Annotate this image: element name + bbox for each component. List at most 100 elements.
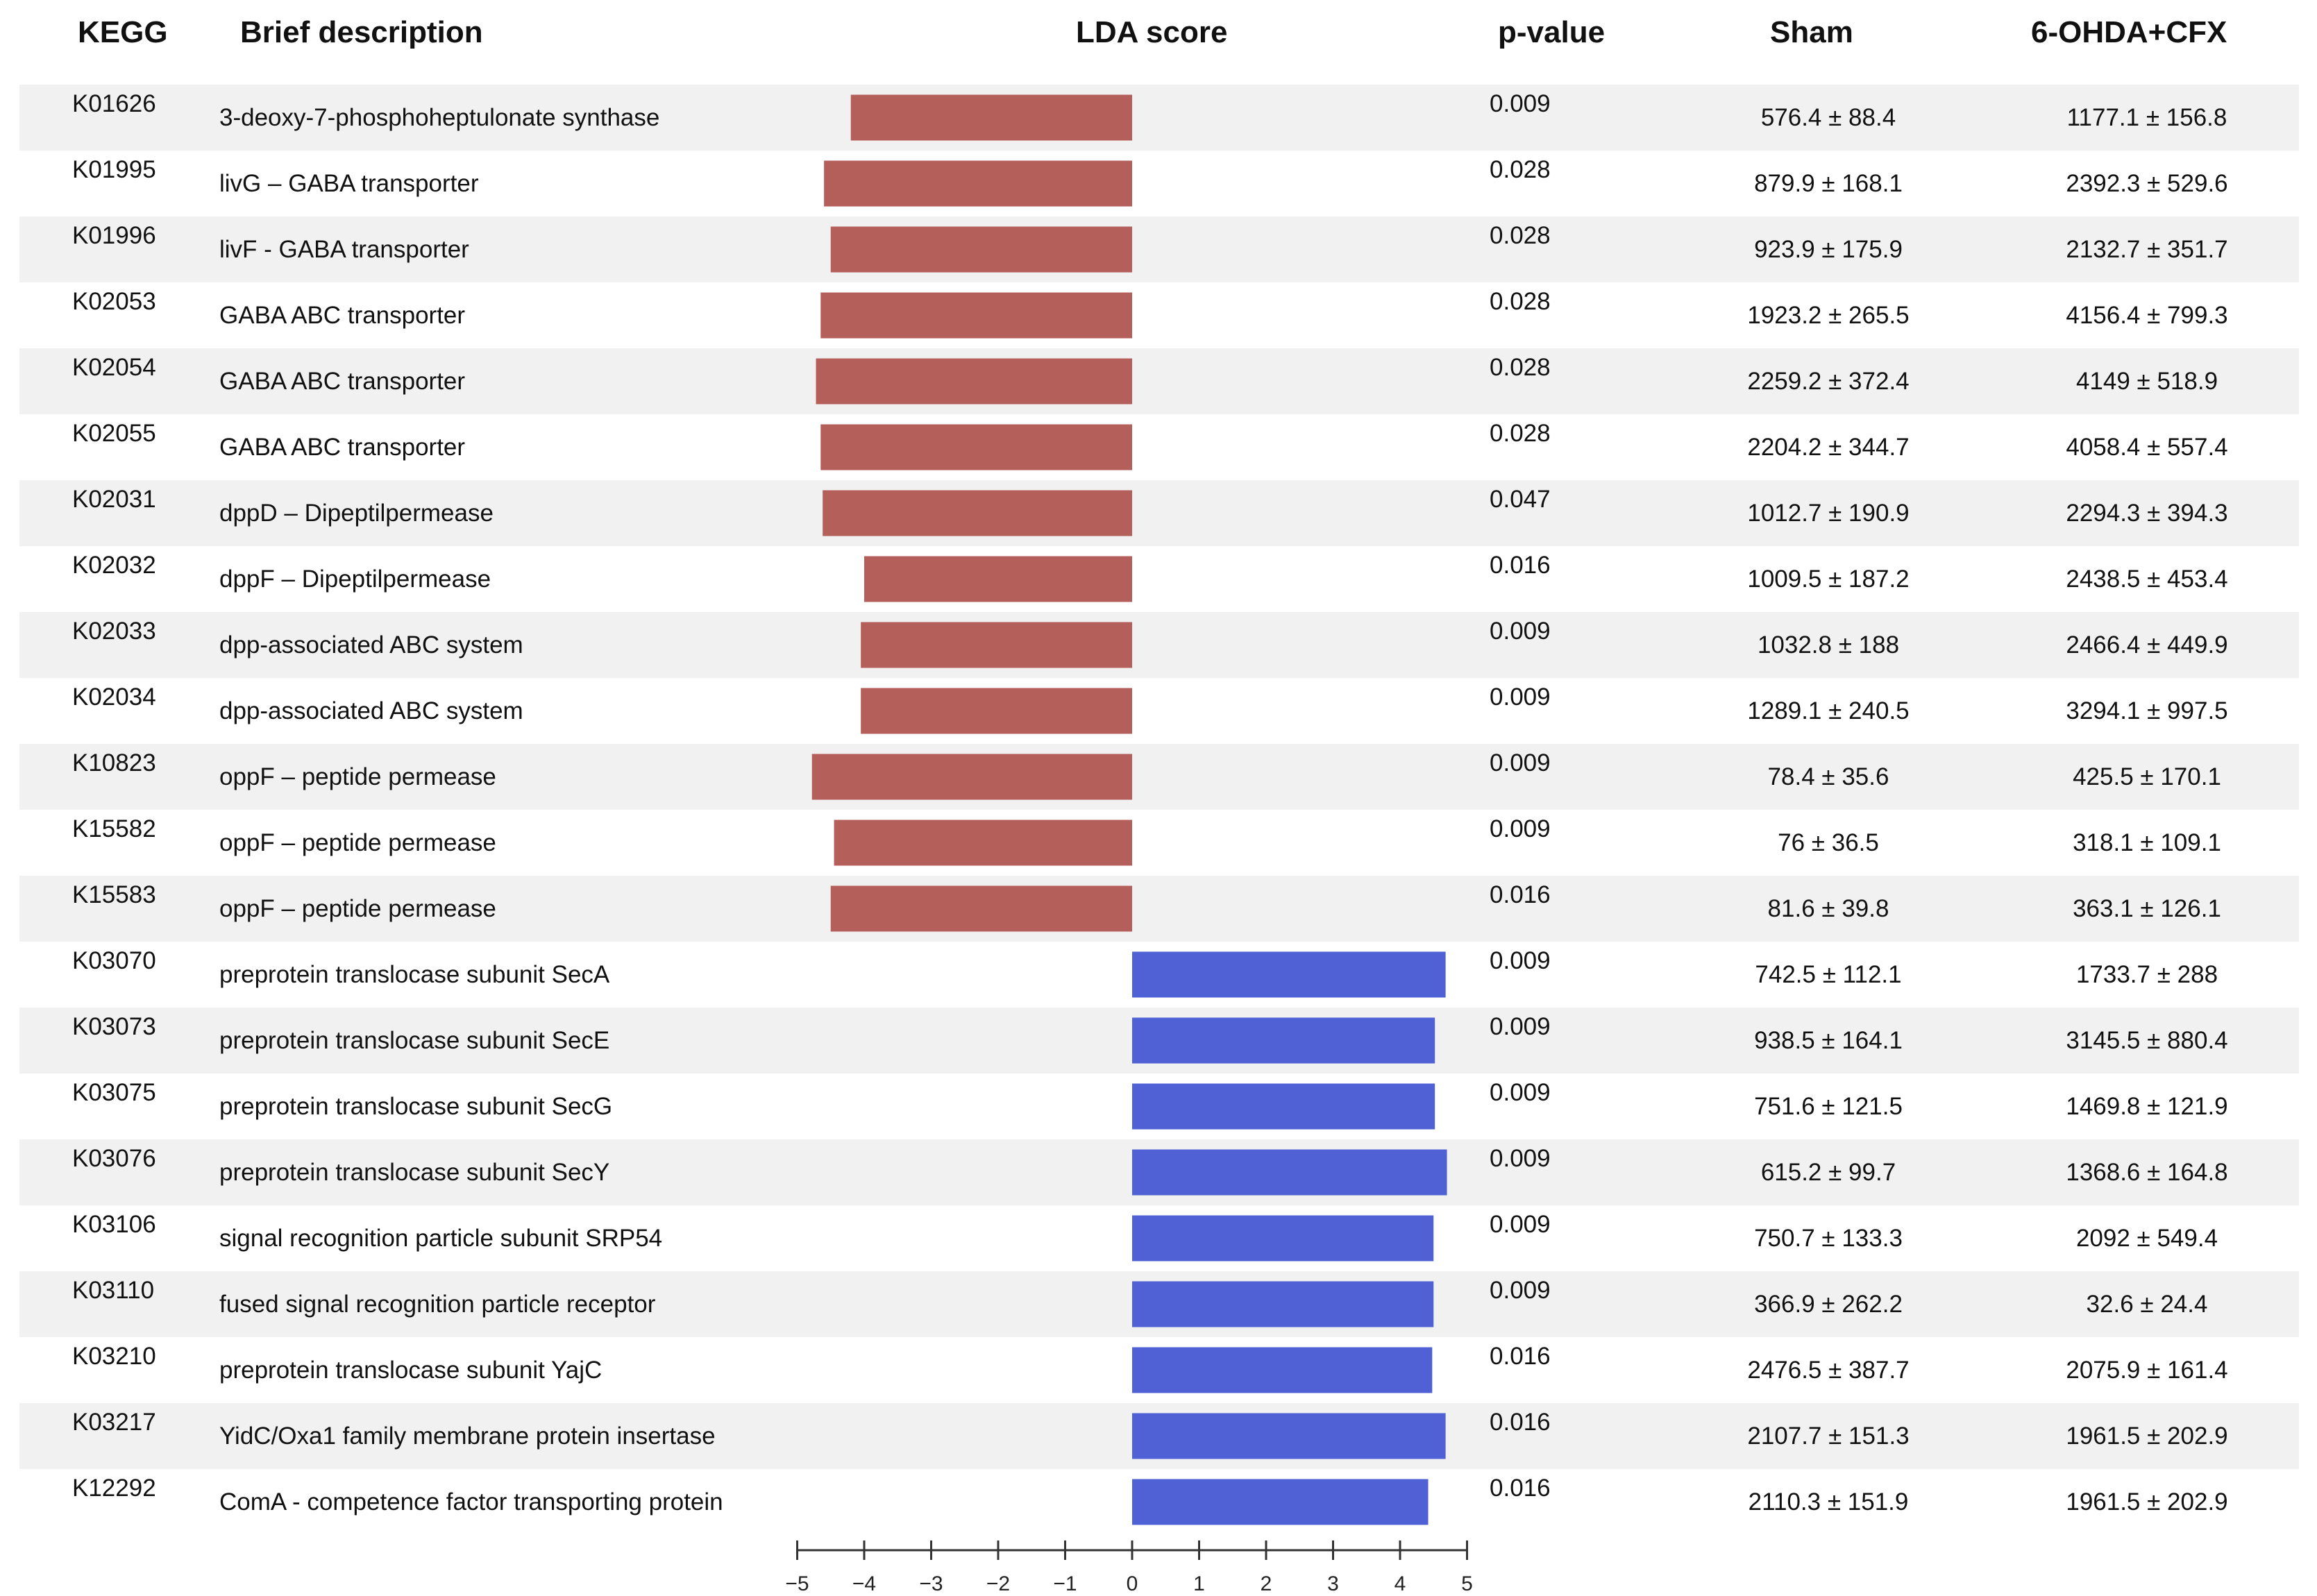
kegg-id: K15583 xyxy=(72,881,156,908)
cfx-value-text: 1177.1 ± 156.8 xyxy=(2066,104,2227,131)
table-row: K15583 oppF – peptide permease 0.016 81.6 ±… xyxy=(19,876,2299,942)
bar-negative xyxy=(830,885,1132,932)
brief-description: GABA ABC transporter xyxy=(219,302,466,329)
x-axis-tick-label: −3 xyxy=(919,1572,943,1595)
cfx-value-text: 32.6 ± 24.4 xyxy=(2086,1291,2208,1318)
cfx-value-text: 1733.7 ± 288 xyxy=(2075,961,2218,988)
p-value: 0.009 xyxy=(1490,1211,1551,1238)
kegg-id: K02031 xyxy=(72,486,156,513)
header-p-value: p-value xyxy=(1498,15,1606,49)
cfx-value-text: 2438.5 ± 453.4 xyxy=(2066,566,2228,593)
table-row: K12292 ComA - competence factor transport… xyxy=(19,1469,2299,1535)
table-row: K02053 GABA ABC transporter 0.028 1923.2 ± … xyxy=(19,282,2299,348)
sham-value-text: 615.2 ± 99.7 xyxy=(1760,1159,1896,1186)
cfx-value-text: 425.5 ± 170.1 xyxy=(2073,763,2221,790)
kegg-id: K03110 xyxy=(72,1277,155,1304)
brief-description: dpp-associated ABC system xyxy=(219,697,523,724)
p-value: 0.009 xyxy=(1490,1277,1551,1304)
brief-description: ComA - competence factor transporting pr… xyxy=(219,1488,723,1516)
sham-value-text: 81.6 ± 39.8 xyxy=(1767,895,1889,922)
kegg-id: K15582 xyxy=(72,815,156,842)
sham-value-text: 923.9 ± 175.9 xyxy=(1754,236,1903,263)
kegg-id: K03217 xyxy=(72,1409,156,1436)
table-row: K02032 dppF – Dipeptilpermease 0.016 1009.5… xyxy=(19,546,2299,612)
p-value: 0.009 xyxy=(1490,90,1551,117)
cfx-value-text: 1469.8 ± 121.9 xyxy=(2066,1093,2228,1120)
p-value: 0.009 xyxy=(1490,1013,1551,1040)
p-value: 0.009 xyxy=(1490,749,1551,776)
p-value: 0.016 xyxy=(1490,1475,1551,1502)
sham-value-text: 1032.8 ± 188 xyxy=(1757,631,1900,659)
cfx-value-text: 2092 ± 549.4 xyxy=(2075,1225,2218,1252)
p-value: 0.009 xyxy=(1490,684,1551,711)
cfx-value-text: 4058.4 ± 557.4 xyxy=(2066,434,2228,461)
sham-value-text: 750.7 ± 133.3 xyxy=(1754,1225,1903,1252)
p-value: 0.009 xyxy=(1490,1079,1551,1106)
cfx-value-text: 1368.6 ± 164.8 xyxy=(2066,1159,2228,1186)
p-value: 0.016 xyxy=(1490,552,1551,579)
brief-description: dppD – Dipeptilpermease xyxy=(219,500,494,527)
bar-negative xyxy=(834,820,1132,866)
bar-negative xyxy=(811,754,1132,800)
bar-negative xyxy=(850,94,1132,141)
bar-negative xyxy=(823,490,1132,536)
cfx-value-text: 318.1 ± 109.1 xyxy=(2073,829,2221,856)
p-value: 0.028 xyxy=(1490,354,1551,381)
sham-value-text: 751.6 ± 121.5 xyxy=(1754,1093,1903,1120)
header-sham: Sham xyxy=(1770,15,1853,49)
sham-value-text: 1923.2 ± 265.5 xyxy=(1747,302,1910,329)
brief-description: dppF – Dipeptilpermease xyxy=(219,566,491,593)
bar-negative xyxy=(824,160,1132,207)
p-value: 0.016 xyxy=(1490,1343,1551,1370)
p-value: 0.028 xyxy=(1490,222,1551,249)
cfx-value-text: 4156.4 ± 799.3 xyxy=(2066,302,2228,329)
table-row: K02055 GABA ABC transporter 0.028 2204.2 ± … xyxy=(19,414,2299,480)
bar-positive xyxy=(1132,1479,1429,1525)
brief-description: preprotein translocase subunit SecA xyxy=(219,961,610,988)
table-row: K02054 GABA ABC transporter 0.028 2259.2 ± … xyxy=(19,348,2299,414)
bar-negative xyxy=(820,292,1132,339)
table-row: K01996 livF - GABA transporter 0.028 923.9 … xyxy=(19,217,2299,282)
x-axis-tick-label: −1 xyxy=(1053,1572,1077,1595)
kegg-id: K03210 xyxy=(72,1343,156,1370)
kegg-id: K02034 xyxy=(72,684,156,711)
p-value: 0.009 xyxy=(1490,618,1551,645)
p-value: 0.016 xyxy=(1490,1409,1551,1436)
cfx-value-text: 1961.5 ± 202.9 xyxy=(2066,1488,2228,1516)
cfx-value-text: 3294.1 ± 997.5 xyxy=(2066,697,2228,724)
kegg-id: K03076 xyxy=(72,1145,156,1172)
kegg-id: K01996 xyxy=(72,222,156,249)
table-row: K03210 preprotein translocase subunit Yaj… xyxy=(19,1337,2299,1403)
bar-negative xyxy=(861,622,1132,668)
table-row: K02033 dpp-associated ABC system 0.009 1032… xyxy=(19,612,2299,678)
p-value: 0.009 xyxy=(1490,815,1551,842)
x-axis-tick-label: 0 xyxy=(1127,1572,1138,1595)
header-lda-score: LDA score xyxy=(1076,15,1228,49)
kegg-id: K02033 xyxy=(72,618,156,645)
table-row: K03075 preprotein translocase subunit Sec… xyxy=(19,1073,2299,1139)
kegg-id: K10823 xyxy=(72,749,156,776)
brief-description: GABA ABC transporter xyxy=(219,434,466,461)
sham-value-text: 1012.7 ± 190.9 xyxy=(1747,500,1910,527)
header-description: Brief description xyxy=(240,15,483,49)
kegg-id: K03106 xyxy=(72,1211,156,1238)
sham-value-text: 1009.5 ± 187.2 xyxy=(1747,566,1910,593)
bar-positive xyxy=(1132,951,1446,998)
cfx-value-text: 2132.7 ± 351.7 xyxy=(2066,236,2228,263)
bar-positive xyxy=(1132,1413,1446,1459)
bar-negative xyxy=(861,688,1132,734)
brief-description: oppF – peptide permease xyxy=(219,763,496,790)
bar-negative xyxy=(820,424,1132,470)
p-value: 0.028 xyxy=(1490,288,1551,315)
x-axis-tick-label: 1 xyxy=(1193,1572,1205,1595)
cfx-value-text: 1961.5 ± 202.9 xyxy=(2066,1423,2228,1450)
brief-description: livG – GABA transporter xyxy=(219,170,479,197)
brief-description: preprotein translocase subunit SecG xyxy=(219,1093,613,1120)
bar-positive xyxy=(1132,1017,1435,1064)
sham-value-text: 2259.2 ± 372.4 xyxy=(1747,368,1910,395)
bar-negative xyxy=(816,358,1132,405)
sham-value-text: 1289.1 ± 240.5 xyxy=(1747,697,1910,724)
kegg-id: K01626 xyxy=(72,90,156,117)
